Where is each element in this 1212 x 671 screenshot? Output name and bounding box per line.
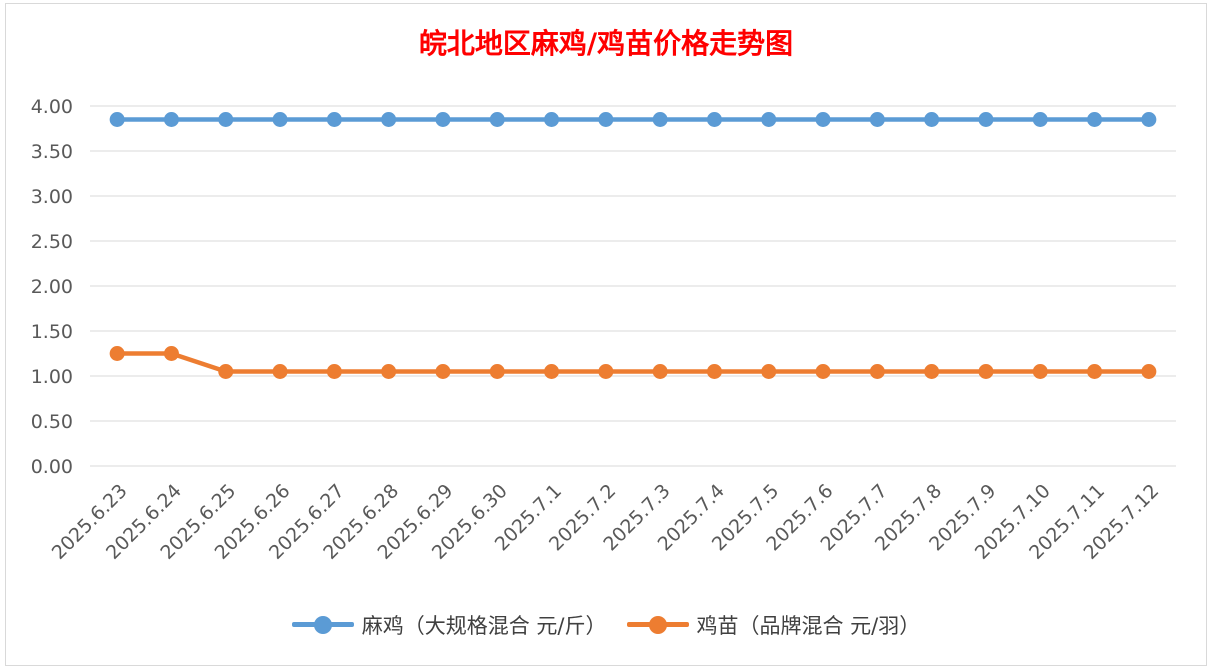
- y-tick-label: 2.50: [31, 231, 73, 253]
- data-point-1: [326, 364, 342, 379]
- data-point-1: [489, 364, 505, 379]
- data-point-1: [978, 364, 994, 379]
- data-point-0: [544, 112, 560, 127]
- y-tick-label: 2.00: [31, 276, 73, 298]
- data-point-0: [109, 112, 125, 127]
- data-point-1: [1032, 364, 1048, 379]
- data-point-0: [489, 112, 505, 127]
- data-point-0: [272, 112, 288, 127]
- legend-swatch-machicken: [291, 615, 354, 635]
- data-point-0: [978, 112, 994, 127]
- data-point-0: [815, 112, 831, 127]
- y-tick-label: 0.50: [31, 411, 73, 433]
- data-point-0: [326, 112, 342, 127]
- data-point-0: [1087, 112, 1103, 127]
- chart-legend: 麻鸡（大规格混合 元/斤） 鸡苗（品牌混合 元/羽）: [0, 610, 1212, 640]
- data-point-1: [869, 364, 885, 379]
- data-point-0: [706, 112, 722, 127]
- y-tick-label: 1.50: [31, 321, 73, 343]
- data-point-1: [598, 364, 614, 379]
- data-point-1: [652, 364, 668, 379]
- data-point-1: [218, 364, 234, 379]
- data-point-0: [218, 112, 234, 127]
- legend-swatch-chick: [626, 615, 689, 635]
- legend-item-chick: 鸡苗（品牌混合 元/羽）: [626, 610, 921, 640]
- y-tick-label: 1.00: [31, 366, 73, 388]
- data-point-0: [924, 112, 940, 127]
- data-point-0: [598, 112, 614, 127]
- data-point-0: [163, 112, 179, 127]
- data-point-1: [544, 364, 560, 379]
- data-point-1: [924, 364, 940, 379]
- data-point-1: [1141, 364, 1157, 379]
- legend-label-chick: 鸡苗（品牌混合 元/羽）: [696, 614, 921, 638]
- data-point-0: [869, 112, 885, 127]
- legend-label-machicken: 麻鸡（大规格混合 元/斤）: [361, 614, 607, 638]
- data-point-1: [381, 364, 397, 379]
- data-point-0: [381, 112, 397, 127]
- legend-item-machicken: 麻鸡（大规格混合 元/斤）: [291, 610, 607, 640]
- series-line-1: [117, 351, 1149, 374]
- data-point-1: [109, 346, 125, 361]
- data-point-0: [1032, 112, 1048, 127]
- data-point-1: [435, 364, 451, 379]
- data-point-0: [1141, 112, 1157, 127]
- data-point-1: [272, 364, 288, 379]
- y-tick-label: 0.00: [31, 456, 73, 478]
- data-point-1: [815, 364, 831, 379]
- data-point-0: [761, 112, 777, 127]
- data-point-1: [163, 346, 179, 361]
- data-point-1: [706, 364, 722, 379]
- data-point-0: [435, 112, 451, 127]
- data-point-1: [1087, 364, 1103, 379]
- y-tick-label: 4.00: [31, 96, 73, 118]
- data-point-1: [761, 364, 777, 379]
- chart-title: 皖北地区麻鸡/鸡苗价格走势图: [418, 27, 794, 60]
- y-tick-label: 3.00: [31, 186, 73, 208]
- y-tick-label: 3.50: [31, 141, 73, 163]
- data-point-0: [652, 112, 668, 127]
